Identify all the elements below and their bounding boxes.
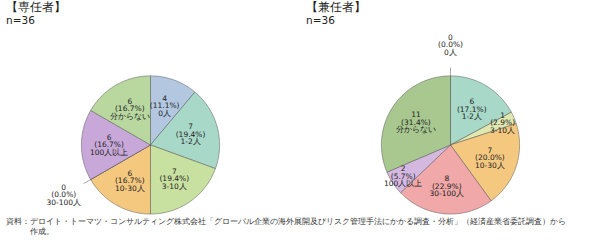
svg-text:6(16.7%)100人以上: 6(16.7%)100人以上 [90,133,128,157]
html-text:【兼任者】: 【兼任者】 [306,0,366,14]
svg-text:2(5.7%)100人以上: 2(5.7%)100人以上 [384,164,422,188]
svg-text:7(20.0%)10-30人: 7(20.0%)10-30人 [475,146,505,170]
svg-text:6(16.7%)分からない: 6(16.7%)分からない [110,97,150,121]
svg-text:11(31.4%)分からない: 11(31.4%)分からない [396,110,436,134]
html-text:資料：デロイト・トーマツ・コンサルティング株式会社「グローバ: 資料：デロイト・トーマツ・コンサルティング株式会社「グローバル企業の海外展開及び… [6,217,566,236]
svg-text:8(22.9%)30-100人: 8(22.9%)30-100人 [429,174,464,198]
html-text:n=36: n=36 [6,14,35,26]
svg-text:0(0.0%)0人: 0(0.0%)0人 [438,33,463,57]
svg-text:6(17.1%)1-2人: 6(17.1%)1-2人 [457,97,487,121]
html-text:【専任者】: 【専任者】 [6,0,66,14]
svg-text:0(0.0%)30-100人: 0(0.0%)30-100人 [46,183,81,207]
svg-text:1(2.9%)3-10人: 1(2.9%)3-10人 [490,111,515,135]
html-text:n=36: n=36 [306,14,335,26]
svg-text:7(19.4%)3-10人: 7(19.4%)3-10人 [159,167,189,191]
svg-text:7(19.4%)1-2人: 7(19.4%)1-2人 [176,122,206,146]
svg-text:6(16.7%)10-30人: 6(16.7%)10-30人 [115,169,145,193]
svg-text:4(11.1%)0人: 4(11.1%)0人 [150,94,180,118]
